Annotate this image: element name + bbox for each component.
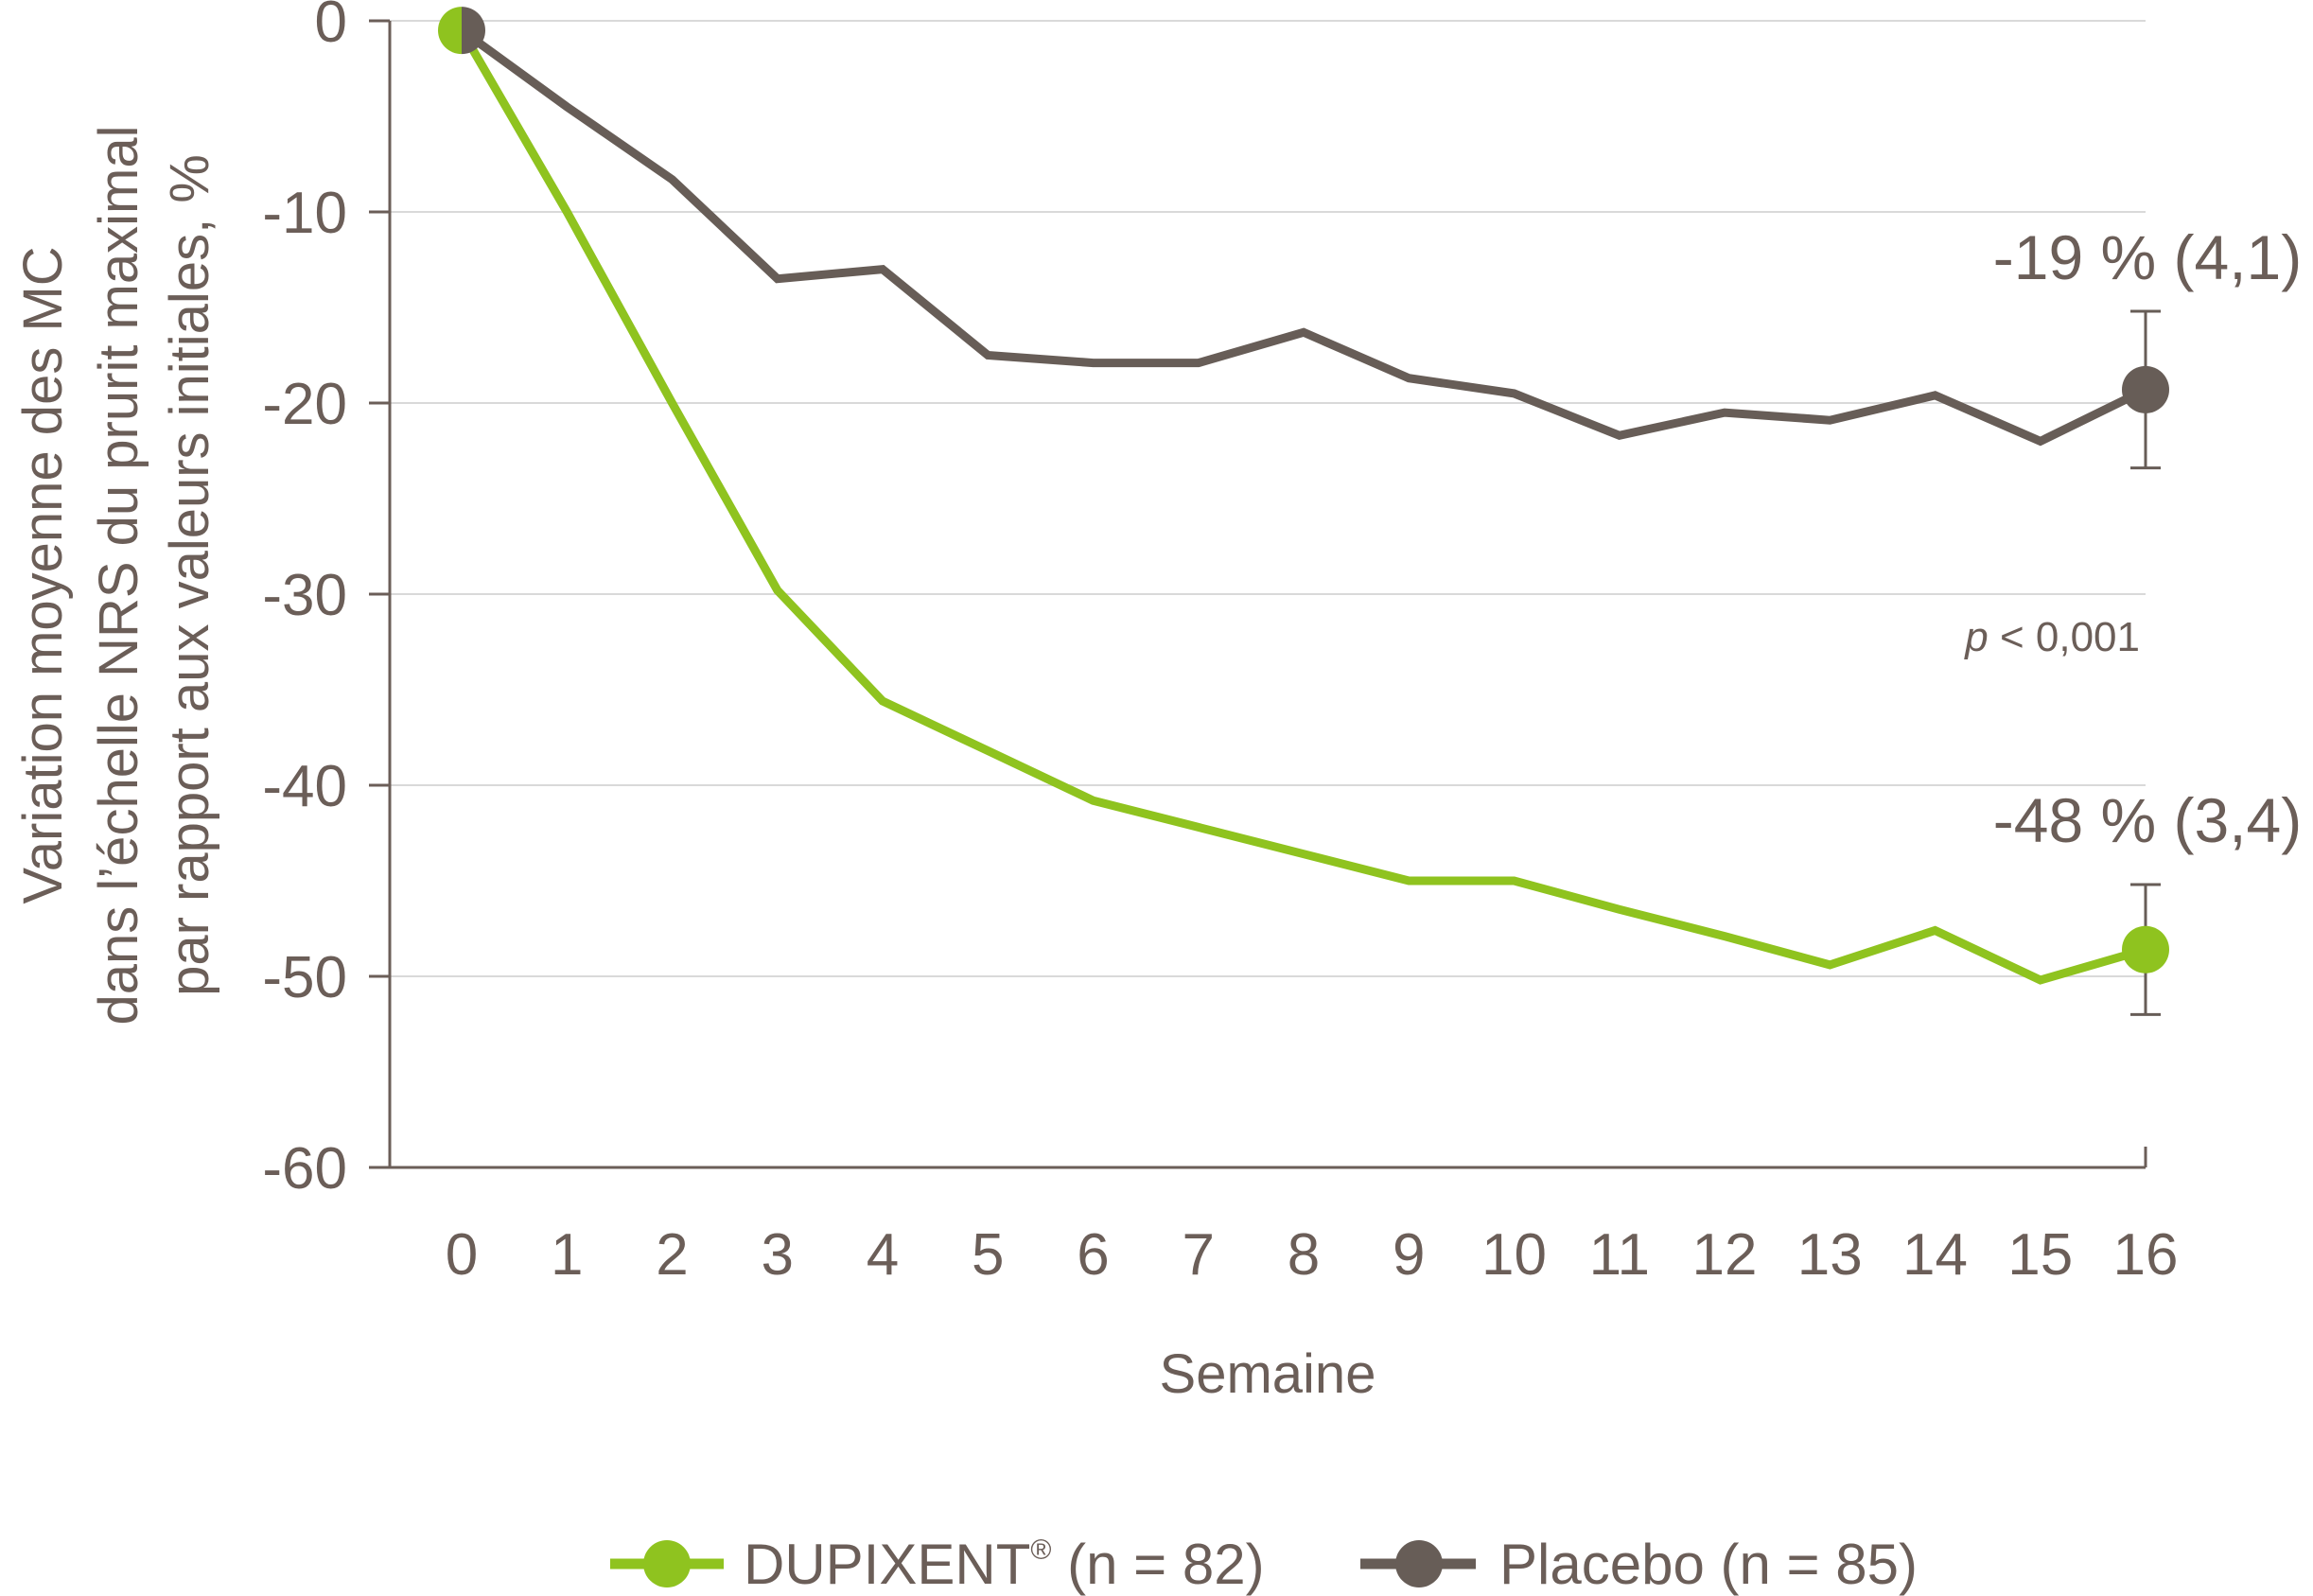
x-tick-label: 12 [1692, 1222, 1758, 1288]
x-tick-label: 4 [867, 1222, 899, 1288]
end-marker-dupixent [2122, 925, 2169, 973]
x-axis-title: Semaine [1160, 1343, 1376, 1405]
x-tick-label: 14 [1902, 1222, 1968, 1288]
legend-label-placebo: Placebo (n = 85) [1499, 1533, 1918, 1596]
y-axis-title-line-3: par rapport aux valeurs initiales, % [159, 154, 220, 996]
legend-marker-placebo [1395, 1540, 1443, 1587]
y-ticks: 0 -10 -20 -30 -40 -50 -60 [262, 0, 390, 1201]
y-axis-title-line-2: dans l’échelle NRS du prurit maximal [88, 126, 149, 1026]
x-tick-label: 7 [1183, 1222, 1215, 1288]
p-value-label: p < 0,001 [1963, 614, 2140, 660]
x-tick-label: 1 [551, 1222, 583, 1288]
x-tick-label: 0 [446, 1222, 478, 1288]
legend-marker-dupixent [643, 1540, 691, 1587]
legend-dupixent-name: DUPIXENT [744, 1533, 1030, 1596]
legend-item-dupixent: DUPIXENT® (n = 82) [610, 1533, 1265, 1596]
dupixent-end-label: -48 % (3,4) [1993, 785, 2302, 855]
series-line-dupixent [458, 27, 2147, 985]
legend-item-placebo: Placebo (n = 85) [1360, 1533, 1918, 1596]
legend: DUPIXENT® (n = 82) Placebo (n = 85) [610, 1533, 1918, 1596]
x-tick-label: 10 [1481, 1222, 1547, 1288]
placebo-end-label: -19 % (4,1) [1993, 222, 2302, 292]
x-ticks: 0 1 2 3 4 5 6 7 8 9 10 11 12 13 14 15 16 [446, 1222, 2179, 1288]
x-tick-label: 5 [972, 1222, 1004, 1288]
x-tick-label: 11 [1589, 1222, 1650, 1288]
y-tick-label: -30 [262, 563, 347, 628]
series-lines [458, 26, 2147, 985]
legend-dupixent-count: (n = 82) [1051, 1533, 1264, 1596]
y-tick-label: -60 [262, 1136, 347, 1201]
start-marker-dupixent-half [438, 7, 462, 55]
y-tick-label: -20 [262, 372, 347, 437]
x-tick-label: 8 [1288, 1222, 1320, 1288]
y-tick-label: -50 [262, 945, 347, 1010]
gridlines [390, 20, 2146, 977]
start-marker-placebo-half [462, 7, 485, 55]
series-line-placebo [459, 26, 2147, 447]
end-marker-placebo [2122, 365, 2169, 413]
error-bars [2130, 309, 2161, 1016]
x-tick-label: 2 [656, 1222, 688, 1288]
legend-dupixent-registered: ® [1030, 1535, 1051, 1566]
legend-label-dupixent: DUPIXENT® (n = 82) [744, 1533, 1265, 1596]
series-markers [438, 7, 2169, 973]
x-tick-label: 16 [2113, 1222, 2179, 1288]
y-tick-label: -10 [262, 181, 347, 246]
y-tick-label: 0 [315, 0, 347, 55]
p-value-symbol: p [1963, 614, 1988, 660]
y-axis-title-line-1: Variation moyenne des MC [12, 246, 74, 903]
x-tick-label: 3 [762, 1222, 794, 1288]
y-tick-label: -40 [262, 754, 347, 819]
x-tick-label: 6 [1077, 1222, 1109, 1288]
x-tick-label: 9 [1393, 1222, 1425, 1288]
x-tick-label: 13 [1797, 1222, 1863, 1288]
x-tick-label: 15 [2007, 1222, 2073, 1288]
p-value-text: < 0,001 [1989, 614, 2140, 660]
